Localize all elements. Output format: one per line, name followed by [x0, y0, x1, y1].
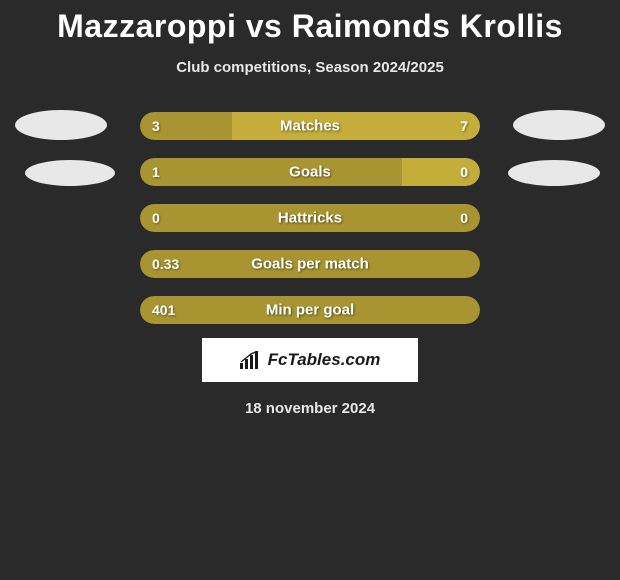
player-right-ellipse-2 — [508, 160, 600, 186]
chart-icon — [240, 351, 262, 369]
subtitle: Club competitions, Season 2024/2025 — [176, 59, 444, 76]
stat-bar-right — [232, 112, 480, 140]
stat-value-right: 0 — [460, 164, 468, 180]
stat-bar-right — [402, 158, 480, 186]
page-title: Mazzaroppi vs Raimonds Krollis — [57, 8, 563, 45]
stat-label: Goals — [289, 164, 331, 181]
comparison-infographic: Mazzaroppi vs Raimonds Krollis Club comp… — [0, 0, 620, 417]
stat-row: Hattricks 0 0 — [140, 204, 480, 232]
stat-label: Matches — [280, 118, 340, 135]
stat-bar: Matches 3 7 — [140, 112, 480, 140]
stat-row: Matches 3 7 — [140, 112, 480, 140]
player-right-ellipse-1 — [513, 110, 605, 140]
logo-box: FcTables.com — [202, 338, 418, 382]
stat-label: Goals per match — [251, 256, 369, 273]
stat-label: Hattricks — [278, 210, 342, 227]
player-left-ellipse-2 — [25, 160, 115, 186]
stats-area: Matches 3 7 Goals 1 0 Hattricks 0 0 Goals per mat… — [0, 112, 620, 324]
stat-bar-left — [140, 158, 402, 186]
date-label: 18 november 2024 — [245, 400, 375, 417]
stat-value-left: 0.33 — [152, 256, 179, 272]
stat-bar: Goals per match 0.33 — [140, 250, 480, 278]
player-left-ellipse-1 — [15, 110, 107, 140]
stat-value-right: 0 — [460, 210, 468, 226]
stat-bar: Min per goal 401 — [140, 296, 480, 324]
stat-row: Goals 1 0 — [140, 158, 480, 186]
stat-value-left: 3 — [152, 118, 160, 134]
stat-value-left: 401 — [152, 302, 175, 318]
stat-bar: Goals 1 0 — [140, 158, 480, 186]
stat-bar: Hattricks 0 0 — [140, 204, 480, 232]
stat-label: Min per goal — [266, 302, 354, 319]
stat-value-left: 0 — [152, 210, 160, 226]
stat-row: Min per goal 401 — [140, 296, 480, 324]
logo-text: FcTables.com — [268, 350, 381, 370]
stat-row: Goals per match 0.33 — [140, 250, 480, 278]
stat-value-left: 1 — [152, 164, 160, 180]
stat-value-right: 7 — [460, 118, 468, 134]
